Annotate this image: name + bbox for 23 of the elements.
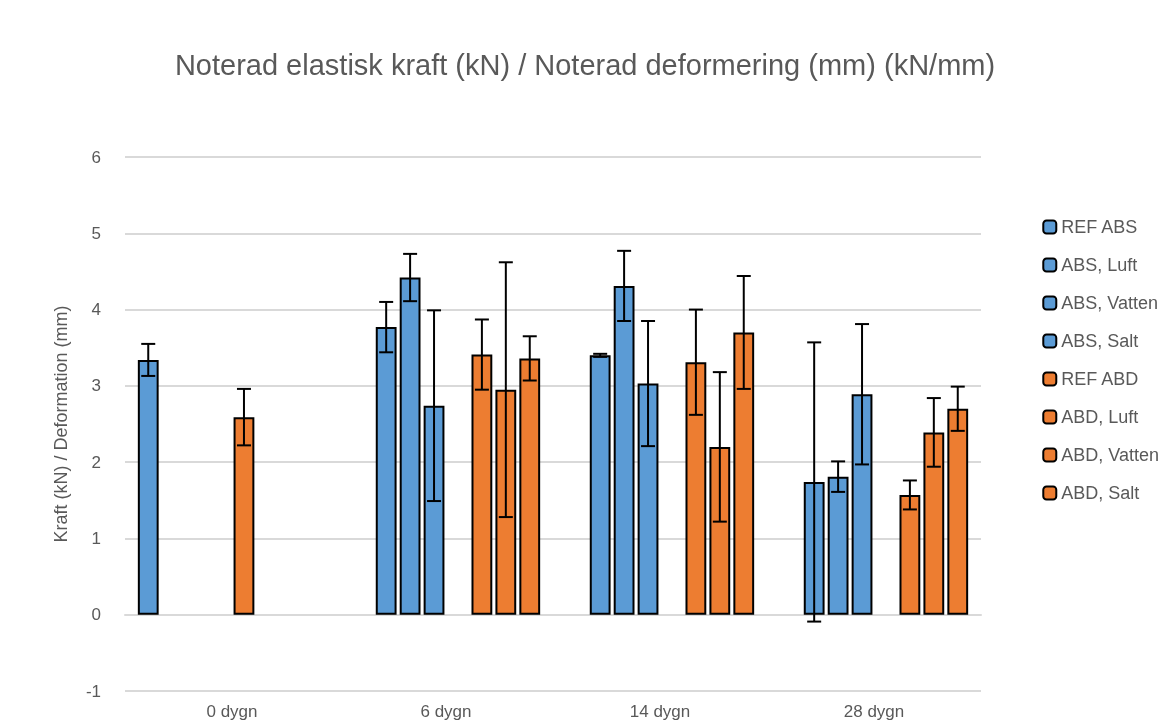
y-tick-label: 4 xyxy=(91,300,101,320)
legend-label: ABS, Salt xyxy=(1061,331,1139,351)
y-tick-label: 1 xyxy=(91,528,101,548)
legend-label: ABD, Vatten xyxy=(1061,445,1159,465)
y-tick-label: -1 xyxy=(85,681,101,701)
y-tick-label: 6 xyxy=(91,147,101,167)
chart-title: Noterad elastisk kraft (kN) / Noterad deformering (mm) (kN/mm) xyxy=(174,49,996,81)
bar xyxy=(589,355,611,615)
y-tick-label: 3 xyxy=(91,376,101,396)
legend-label: REF ABD xyxy=(1061,369,1139,389)
legend-label: ABS, Luft xyxy=(1061,255,1138,275)
y-axis-title: Kraft (kN) / Deformation (mm) xyxy=(51,305,71,543)
legend-label: REF ABS xyxy=(1061,217,1138,237)
y-tick-label: 2 xyxy=(91,452,101,472)
legend-label: ABD, Salt xyxy=(1061,483,1140,503)
legend-label: ABS, Vatten xyxy=(1061,293,1159,313)
x-tick-label: 28 dygn xyxy=(843,702,905,720)
y-tick-label: 5 xyxy=(91,223,101,243)
x-tick-label: 6 dygn xyxy=(420,702,472,720)
legend-label: ABD, Luft xyxy=(1061,407,1139,427)
y-tick-label: 0 xyxy=(91,605,101,625)
x-tick-label: 0 dygn xyxy=(206,702,258,720)
x-tick-label: 14 dygn xyxy=(629,702,691,720)
